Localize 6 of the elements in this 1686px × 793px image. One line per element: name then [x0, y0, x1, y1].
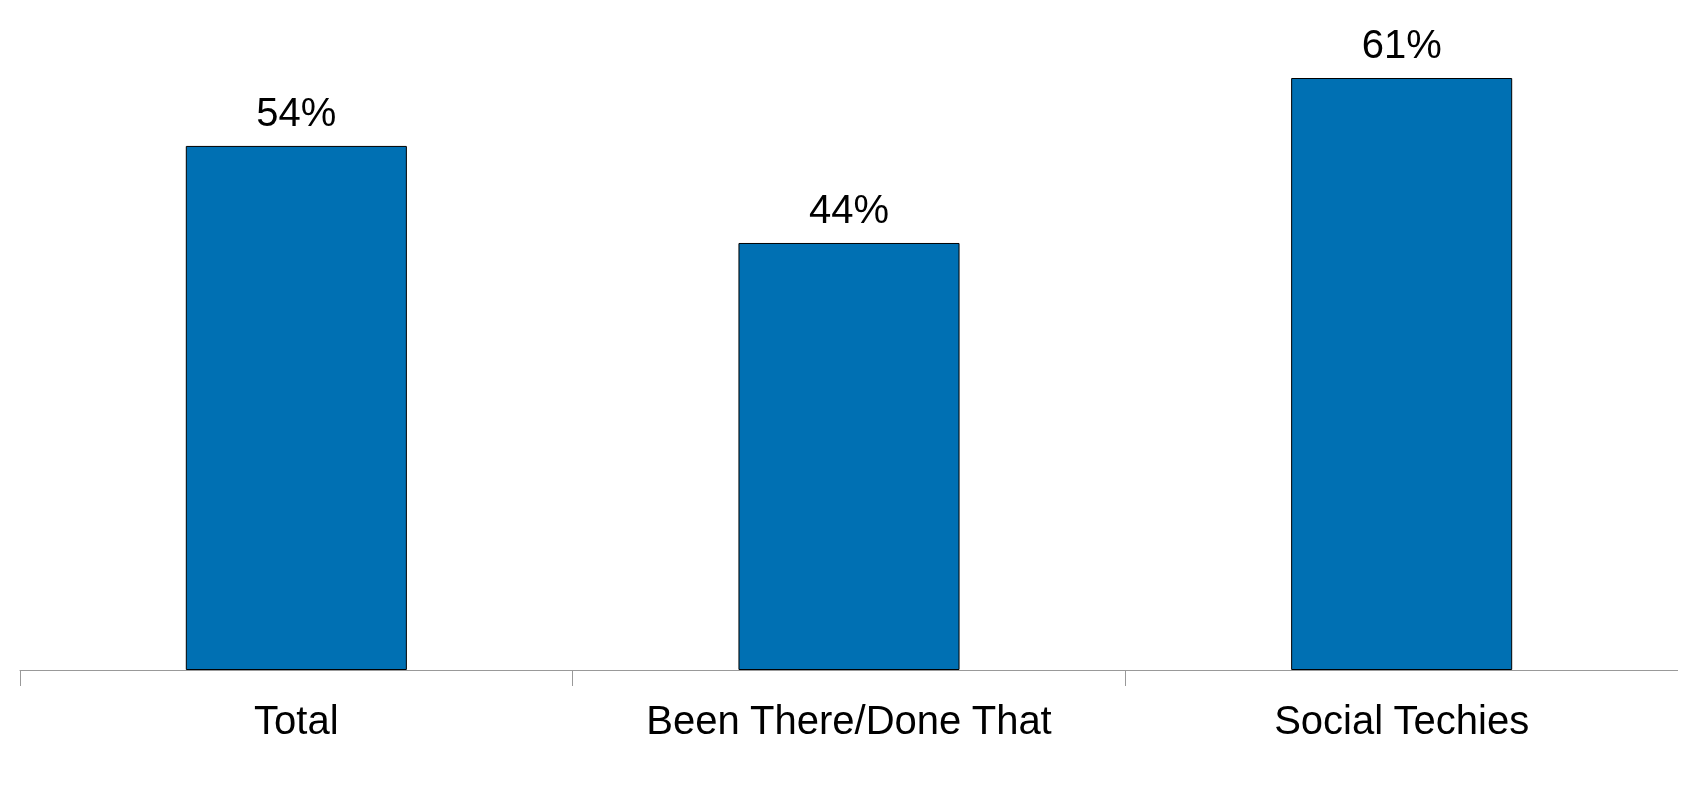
- x-tick-label: Social Techies: [1274, 698, 1530, 742]
- x-tick-label: Total: [254, 698, 339, 742]
- data-label: 61%: [1361, 22, 1442, 66]
- data-label: 54%: [256, 89, 337, 134]
- x-tick-label: Been There/Done That: [646, 698, 1052, 742]
- data-label: 44%: [808, 186, 890, 231]
